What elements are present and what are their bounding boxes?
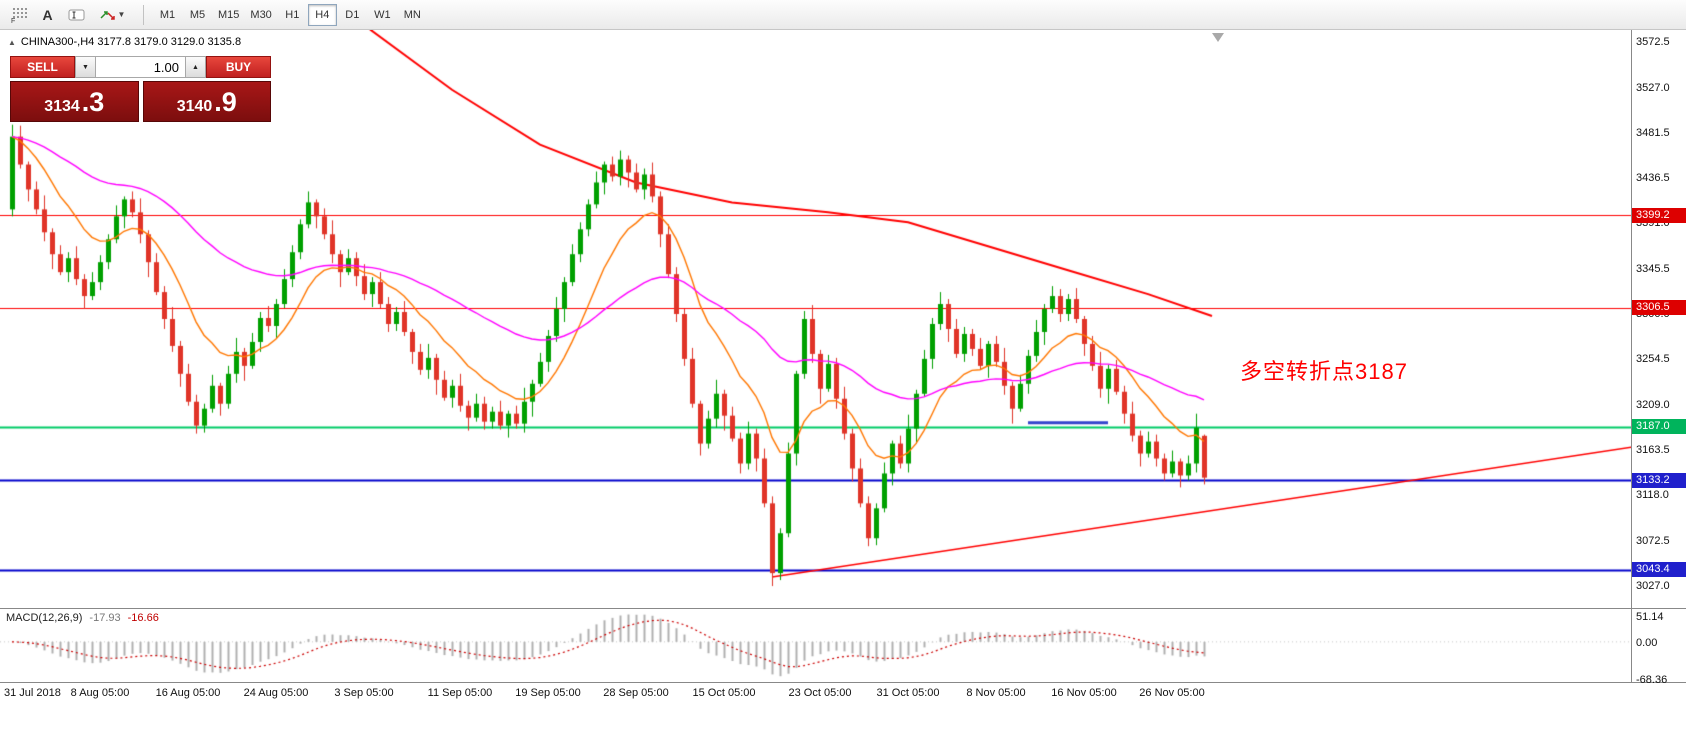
dots-grid-icon: F — [11, 7, 27, 23]
macd-tick-label: -68.36 — [1636, 674, 1668, 687]
time-axis-label: 23 Oct 05:00 — [788, 687, 852, 699]
chart-shift-marker[interactable] — [1212, 33, 1224, 42]
price-tick-label: 3072.5 — [1636, 534, 1670, 547]
timeframe-button-h1[interactable]: H1 — [278, 4, 307, 26]
price-tick-label: 3118.0 — [1636, 489, 1669, 502]
price-level-badge: 3399.2 — [1632, 207, 1686, 223]
time-axis-label: 31 Oct 05:00 — [876, 687, 940, 699]
time-axis-label: 8 Nov 05:00 — [966, 687, 1026, 699]
symbol-ohlc-text: CHINA300-,H4 3177.8 3179.0 3129.0 3135.8 — [20, 36, 242, 48]
chart-area[interactable]: ▲ CHINA300-,H4 3177.8 3179.0 3129.0 3135.… — [0, 30, 1631, 608]
one-click-trading-panel: SELL ▼ ▲ BUY 3134.3 3140.9 — [10, 56, 271, 122]
time-axis-label: 3 Sep 05:00 — [334, 687, 394, 699]
chart-annotation-text: 多空转折点3187 — [1240, 359, 1408, 384]
buy-price-display[interactable]: 3140.9 — [142, 81, 271, 122]
text-tool-icon: A — [42, 6, 53, 23]
price-tick-label: 3345.5 — [1636, 262, 1670, 275]
time-axis-label: 15 Oct 05:00 — [692, 687, 756, 699]
volume-dropdown-button[interactable]: ▼ — [75, 56, 96, 78]
timeframe-button-m5[interactable]: M5 — [183, 4, 212, 26]
bottom-strip — [0, 704, 1686, 752]
timeframe-button-m15[interactable]: M15 — [213, 4, 244, 26]
timeframe-button-w1[interactable]: W1 — [368, 4, 397, 26]
time-axis-label: 8 Aug 05:00 — [70, 687, 130, 699]
timeframe-button-mn[interactable]: MN — [398, 4, 427, 26]
caret-down-icon: ▼ — [82, 63, 89, 71]
price-tick-label: 3209.0 — [1636, 398, 1670, 411]
price-tick-label: 3436.5 — [1636, 171, 1670, 184]
arrows-style-dropdown-button[interactable]: ▼ — [92, 3, 132, 26]
cursor-tool-button[interactable] — [63, 3, 90, 26]
cursor-box-icon — [68, 9, 84, 20]
price-level-badge: 3187.0 — [1632, 419, 1686, 435]
timeframe-button-m1[interactable]: M1 — [153, 4, 182, 26]
macd-panel[interactable]: MACD(12,26,9) -17.93 -16.66 — [0, 608, 1631, 683]
volume-up-button[interactable]: ▲ — [185, 56, 206, 78]
price-chart-canvas[interactable] — [0, 30, 1631, 608]
buy-price-big-digit: .9 — [214, 87, 237, 117]
price-tick-label: 3027.0 — [1636, 580, 1670, 593]
macd-tick-label: 0.00 — [1636, 636, 1658, 649]
chevron-down-icon: ▼ — [117, 10, 126, 19]
time-axis-label: 24 Aug 05:00 — [243, 687, 309, 699]
macd-signal-value: -16.66 — [127, 612, 159, 624]
sell-price-main: 3134 — [44, 98, 80, 115]
macd-tick-label: 51.14 — [1636, 611, 1664, 623]
symbol-ohlc-header: ▲ CHINA300-,H4 3177.8 3179.0 3129.0 3135.… — [8, 36, 241, 48]
price-tick-label: 3527.0 — [1636, 81, 1670, 94]
caret-up-icon: ▲ — [192, 63, 199, 71]
volume-input[interactable] — [96, 56, 185, 78]
sell-button[interactable]: SELL — [10, 56, 75, 78]
macd-canvas[interactable] — [0, 610, 1631, 683]
oneclick-collapse-icon[interactable]: ▲ — [8, 38, 16, 47]
grid-pattern-icon[interactable]: F — [5, 3, 32, 26]
time-axis-label: 28 Sep 05:00 — [603, 687, 669, 699]
time-axis-label: 11 Sep 05:00 — [427, 687, 493, 699]
toolbar-separator — [143, 4, 144, 25]
buy-button[interactable]: BUY — [206, 56, 271, 78]
price-tick-label: 3254.5 — [1636, 353, 1670, 366]
time-axis-label: 31 Jul 2018 — [4, 687, 61, 699]
svg-text:F: F — [11, 18, 15, 23]
time-axis-label: 16 Aug 05:00 — [155, 687, 221, 699]
toolbar: F A ▼ M1 M5 M15 M30 H1 H4 D1 W1 MN — [0, 0, 1686, 30]
price-tick-label: 3481.5 — [1636, 127, 1670, 140]
macd-main-value: -17.93 — [89, 612, 121, 624]
price-level-badge: 3133.2 — [1632, 472, 1686, 488]
axis-divider — [1632, 608, 1686, 609]
arrows-icon — [100, 10, 115, 20]
timeframe-toolbar: M1 M5 M15 M30 H1 H4 D1 W1 MN — [153, 3, 428, 26]
sell-price-display[interactable]: 3134.3 — [10, 81, 139, 122]
one-click-prices-row: 3134.3 3140.9 — [10, 81, 271, 122]
timeframe-button-h4[interactable]: H4 — [307, 3, 337, 26]
macd-indicator-label: MACD(12,26,9) -17.93 -16.66 — [6, 612, 159, 624]
macd-name: MACD(12,26,9) — [6, 612, 83, 624]
price-level-badge: 3306.5 — [1632, 300, 1686, 316]
sell-price-big-digit: .3 — [81, 87, 105, 117]
time-axis-label: 16 Nov 05:00 — [1051, 687, 1117, 699]
price-level-badge: 3043.4 — [1632, 562, 1686, 578]
price-tick-label: 3572.5 — [1636, 36, 1670, 49]
timeframe-button-d1[interactable]: D1 — [338, 4, 367, 26]
price-axis[interactable]: 3572.53527.03481.53436.53391.03345.53300… — [1631, 30, 1686, 686]
time-axis-label: 26 Nov 05:00 — [1139, 687, 1205, 699]
time-axis[interactable]: 31 Jul 2018 8 Aug 05:00 16 Aug 05:00 24 Aug… — [0, 682, 1686, 704]
price-tick-label: 3163.5 — [1636, 444, 1670, 457]
text-label-tool-button[interactable]: A — [34, 3, 61, 26]
buy-price-main: 3140 — [176, 98, 213, 115]
one-click-controls-row: SELL ▼ ▲ BUY — [10, 56, 271, 78]
timeframe-button-m30[interactable]: M30 — [245, 4, 276, 26]
time-axis-label: 19 Sep 05:00 — [515, 687, 581, 699]
